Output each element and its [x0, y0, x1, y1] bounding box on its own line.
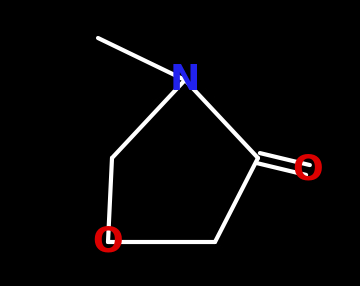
Text: N: N	[170, 63, 200, 97]
Text: O: O	[293, 153, 323, 187]
Text: O: O	[93, 225, 123, 259]
